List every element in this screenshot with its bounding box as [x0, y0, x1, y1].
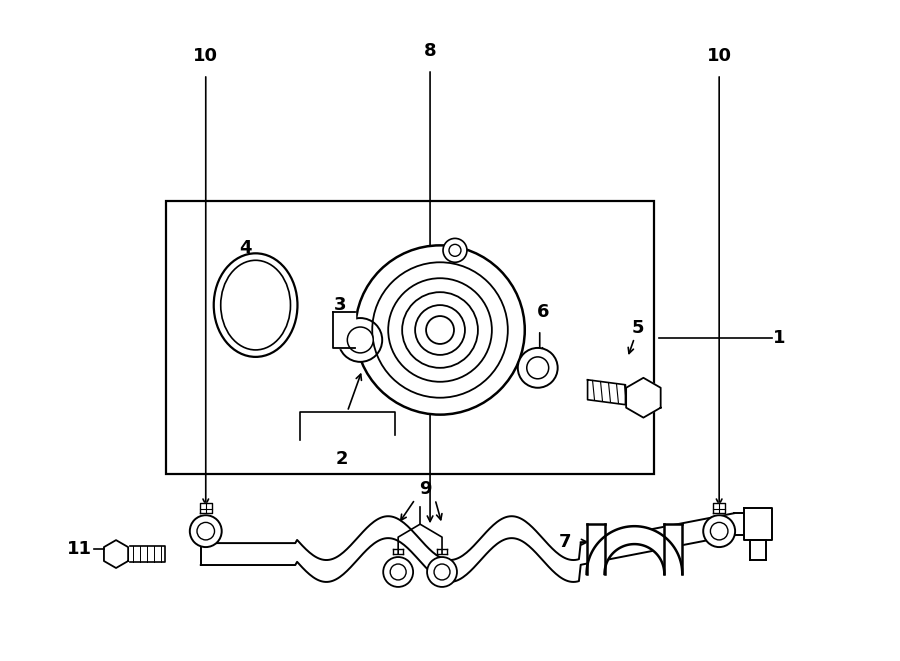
Polygon shape	[588, 380, 626, 405]
Text: 5: 5	[631, 319, 644, 337]
Text: 10: 10	[194, 47, 219, 65]
Polygon shape	[626, 378, 661, 418]
Polygon shape	[587, 524, 605, 574]
Ellipse shape	[213, 253, 298, 357]
Circle shape	[518, 348, 558, 388]
Circle shape	[338, 318, 382, 362]
Polygon shape	[664, 524, 682, 574]
Circle shape	[443, 239, 467, 262]
Text: 2: 2	[336, 450, 348, 469]
Polygon shape	[587, 526, 682, 574]
Text: 6: 6	[536, 303, 549, 321]
Text: 8: 8	[424, 42, 436, 60]
Ellipse shape	[220, 260, 291, 350]
Polygon shape	[104, 540, 128, 568]
Polygon shape	[713, 503, 725, 513]
Circle shape	[383, 557, 413, 587]
Circle shape	[526, 357, 549, 379]
Polygon shape	[200, 503, 212, 513]
Polygon shape	[130, 546, 165, 562]
Polygon shape	[333, 312, 356, 348]
Text: 9: 9	[418, 481, 431, 498]
Text: 11: 11	[67, 540, 92, 558]
Circle shape	[190, 515, 221, 547]
Circle shape	[347, 327, 374, 353]
Text: 3: 3	[334, 296, 346, 314]
Circle shape	[428, 557, 457, 587]
Circle shape	[356, 245, 525, 414]
Bar	[166, 200, 654, 475]
Text: 7: 7	[558, 533, 571, 551]
Polygon shape	[744, 508, 772, 540]
Text: 4: 4	[239, 239, 252, 257]
Circle shape	[703, 515, 735, 547]
Text: 10: 10	[706, 47, 732, 65]
Text: 1: 1	[773, 329, 785, 347]
